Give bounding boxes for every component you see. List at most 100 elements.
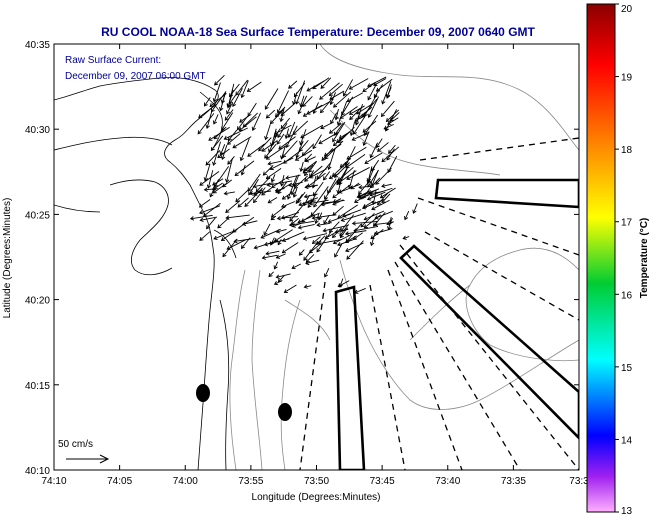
- current-vector: [285, 125, 298, 149]
- x-tick-label: 74:05: [107, 476, 132, 487]
- current-vector: [302, 165, 312, 174]
- current-vector: [353, 225, 379, 233]
- current-vector: [332, 183, 352, 199]
- current-vector: [386, 216, 392, 231]
- current-vector: [264, 88, 279, 110]
- current-vector: [366, 165, 376, 185]
- current-vector: [221, 112, 234, 131]
- current-vector: [304, 165, 323, 182]
- current-vector: [364, 152, 383, 164]
- current-vector: [212, 114, 219, 125]
- radar-coverage-lines: [299, 137, 579, 470]
- current-vector: [404, 210, 410, 221]
- scale-label: 50 cm/s: [58, 439, 93, 450]
- current-vector: [371, 199, 390, 211]
- current-vector: [203, 187, 218, 192]
- current-vector: [311, 214, 336, 221]
- current-vector: [270, 215, 277, 221]
- current-vector: [238, 116, 257, 132]
- current-vector: [269, 237, 275, 246]
- current-vector: [332, 234, 352, 245]
- current-vector: [206, 217, 216, 230]
- current-vector: [199, 205, 221, 215]
- current-vector: [362, 188, 371, 200]
- current-vector: [279, 174, 285, 187]
- current-vector: [342, 209, 362, 218]
- current-vector: [290, 217, 299, 225]
- current-vector: [281, 242, 299, 254]
- current-vector: [317, 212, 323, 221]
- current-vector: [318, 132, 339, 145]
- current-vector: [311, 236, 321, 244]
- current-vectors: [189, 74, 418, 294]
- current-vector: [289, 202, 306, 222]
- current-vector: [323, 179, 339, 200]
- current-vector: [212, 82, 221, 103]
- current-vector: [371, 159, 379, 172]
- plot-background: [54, 44, 579, 470]
- current-vector: [316, 231, 332, 253]
- current-vector: [199, 171, 220, 186]
- current-vector: [333, 122, 344, 136]
- current-vector: [320, 77, 332, 89]
- current-vector: [354, 288, 366, 294]
- current-vector: [199, 216, 218, 223]
- current-vector: [293, 82, 306, 98]
- y-tick-label: 40:30: [25, 125, 50, 136]
- current-vector: [219, 143, 226, 156]
- annotation-line2: December 09, 2007 06:00 GMT: [65, 71, 206, 82]
- x-axis-label: Longitude (Degrees:Minutes): [252, 492, 381, 503]
- y-tick-label: 40:20: [25, 296, 50, 307]
- current-vector: [301, 143, 315, 157]
- x-tick-label: 73:35: [501, 476, 526, 487]
- current-vector: [277, 181, 288, 195]
- x-tick-label: 73:55: [238, 476, 263, 487]
- current-vector: [299, 95, 305, 108]
- current-vector: [273, 280, 283, 286]
- current-vector: [246, 81, 262, 92]
- current-vector: [261, 186, 273, 196]
- current-vector: [247, 173, 261, 192]
- current-vector: [217, 217, 230, 229]
- current-vector: [276, 90, 289, 114]
- current-vector: [265, 145, 286, 160]
- current-vector: [314, 213, 320, 225]
- current-vector: [356, 188, 380, 199]
- current-vector: [328, 83, 343, 97]
- current-vector: [253, 187, 266, 204]
- current-vector: [381, 183, 392, 188]
- current-vector: [402, 235, 410, 240]
- current-vector: [327, 147, 336, 171]
- y-axis-ticks: 40:35 40:30 40:25 40:20 40:15 40:10: [25, 40, 579, 477]
- x-tick-label: 74:00: [173, 476, 198, 487]
- current-vector: [340, 214, 355, 233]
- current-vector: [213, 165, 230, 188]
- current-vector: [227, 156, 235, 165]
- current-vector: [351, 131, 370, 141]
- current-vector: [367, 83, 377, 101]
- current-vector: [247, 143, 265, 157]
- current-vector: [197, 113, 215, 135]
- current-vector: [209, 93, 227, 108]
- current-vector: [292, 120, 309, 136]
- current-vector: [263, 223, 271, 236]
- current-vector: [232, 136, 252, 149]
- map-title: RU COOL NOAA-18 Sea Surface Temperature:…: [101, 25, 535, 39]
- current-vector: [220, 228, 238, 241]
- current-vector: [226, 90, 234, 109]
- current-vector: [301, 213, 314, 223]
- current-vector: [280, 102, 296, 117]
- current-vector: [261, 140, 278, 152]
- current-vector: [265, 168, 282, 180]
- current-vector: [363, 210, 385, 221]
- current-vector: [379, 187, 396, 199]
- x-tick-label: 73:45: [370, 476, 395, 487]
- current-vector: [240, 164, 246, 176]
- current-vector: [280, 117, 291, 130]
- colorbar-tick-label: 17: [621, 218, 633, 229]
- current-vector: [381, 81, 392, 105]
- current-vector: [300, 124, 324, 139]
- current-vector: [223, 191, 235, 196]
- current-vector: [385, 109, 400, 122]
- colorbar-tick-label: 19: [621, 73, 633, 84]
